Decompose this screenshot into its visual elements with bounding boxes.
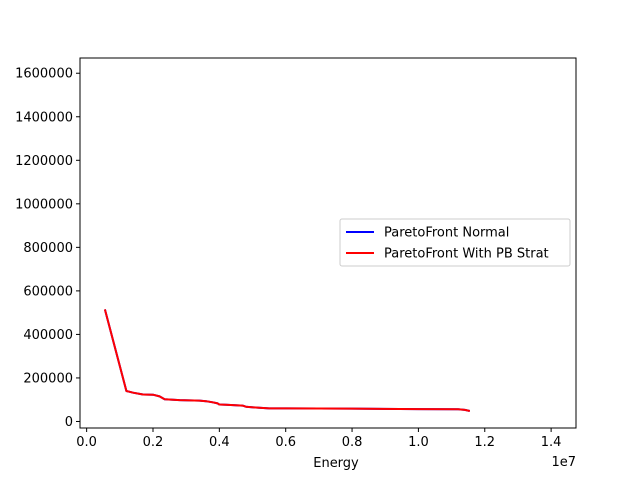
x-tick-label: 0.8 [342,435,363,450]
legend-entry: ParetoFront Normal [384,226,509,241]
x-axis: 0.0 0.2 0.4 0.6 0.8 1.0 1.2 1.4 [76,428,561,450]
x-tick-label: 0.6 [275,435,296,450]
x-tick-label: 0.2 [143,435,164,450]
y-tick-label: 1200000 [15,154,73,169]
x-tick-label: 0.0 [76,435,97,450]
y-tick-label: 1600000 [15,67,73,82]
x-axis-label: Energy [313,456,359,471]
y-tick-label: 400000 [23,328,73,343]
plot-frame [79,57,577,429]
y-tick-label: 0 [65,415,73,430]
y-tick-label: 600000 [23,284,73,299]
series-layer [103,309,471,412]
y-tick-label: 1000000 [15,197,73,212]
legend-entry: ParetoFront With PB Strat [384,247,549,262]
y-axis: 0 200000 400000 600000 800000 1000000 1200000 1… [15,67,80,430]
legend: ParetoFront Normal ParetoFront With PB St… [339,218,571,267]
x-axis-offset-label: 1e7 [551,455,576,470]
legend-frame [339,218,571,267]
y-tick-label: 800000 [23,241,73,256]
x-tick-label: 1.0 [408,435,429,450]
x-tick-label: 1.4 [541,435,562,450]
x-tick-label: 0.4 [209,435,230,450]
x-tick-label: 1.2 [474,435,495,450]
y-tick-label: 1400000 [15,110,73,125]
y-tick-label: 200000 [23,371,73,386]
series-line-2 [103,309,471,412]
